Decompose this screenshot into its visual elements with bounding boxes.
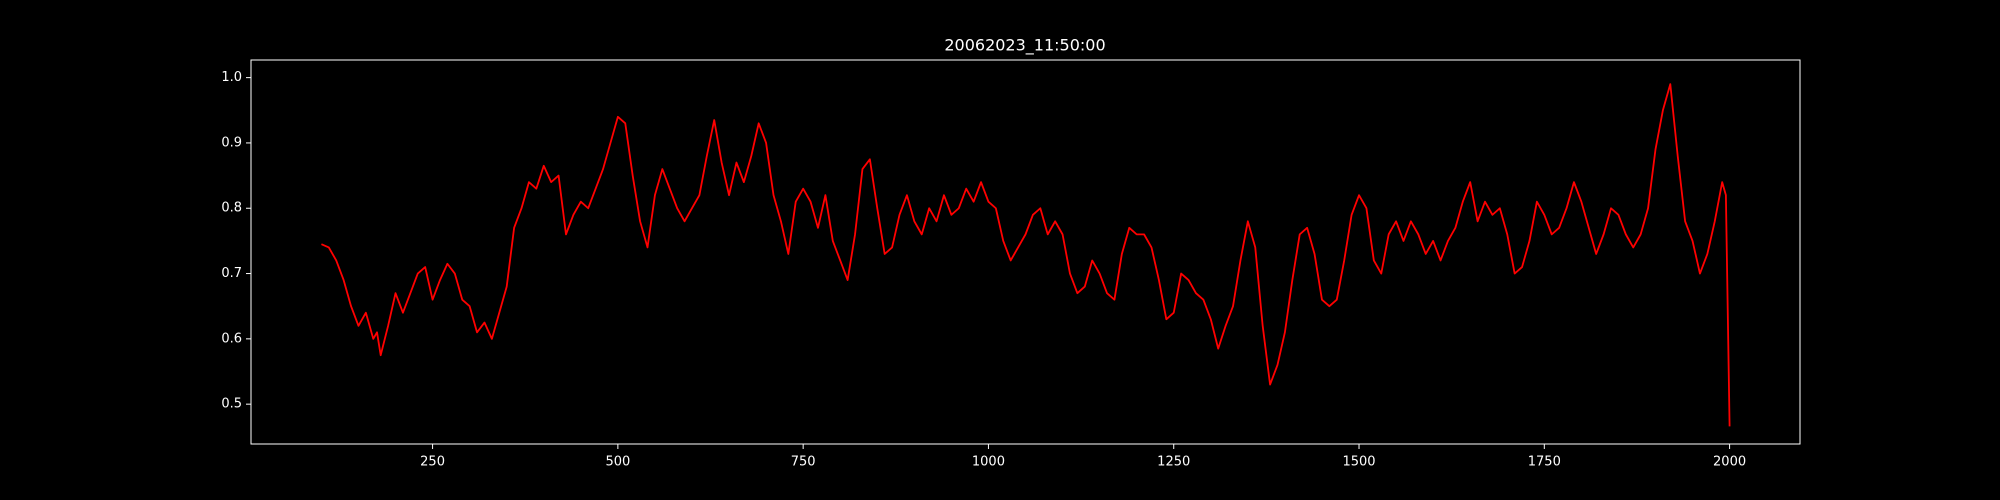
y-tick-label: 0.5 bbox=[221, 397, 242, 412]
x-tick-label: 2000 bbox=[1713, 455, 1746, 470]
y-tick-label: 0.8 bbox=[221, 201, 242, 216]
y-tick-label: 1.0 bbox=[221, 70, 242, 85]
axes-frame bbox=[250, 59, 1801, 445]
x-tick-label: 1250 bbox=[1157, 455, 1190, 470]
y-tick-label: 0.9 bbox=[221, 135, 242, 150]
y-tick-label: 0.6 bbox=[221, 331, 242, 346]
x-tick-label: 1500 bbox=[1342, 455, 1375, 470]
x-tick-label: 1750 bbox=[1528, 455, 1561, 470]
x-tick-label: 750 bbox=[791, 455, 816, 470]
x-tick-label: 500 bbox=[605, 455, 630, 470]
y-tick-label: 0.7 bbox=[221, 266, 242, 281]
x-tick-label: 1000 bbox=[972, 455, 1005, 470]
data-line bbox=[321, 83, 1731, 427]
x-tick-label: 250 bbox=[420, 455, 445, 470]
chart-title: 20062023_11:50:00 bbox=[944, 36, 1105, 56]
